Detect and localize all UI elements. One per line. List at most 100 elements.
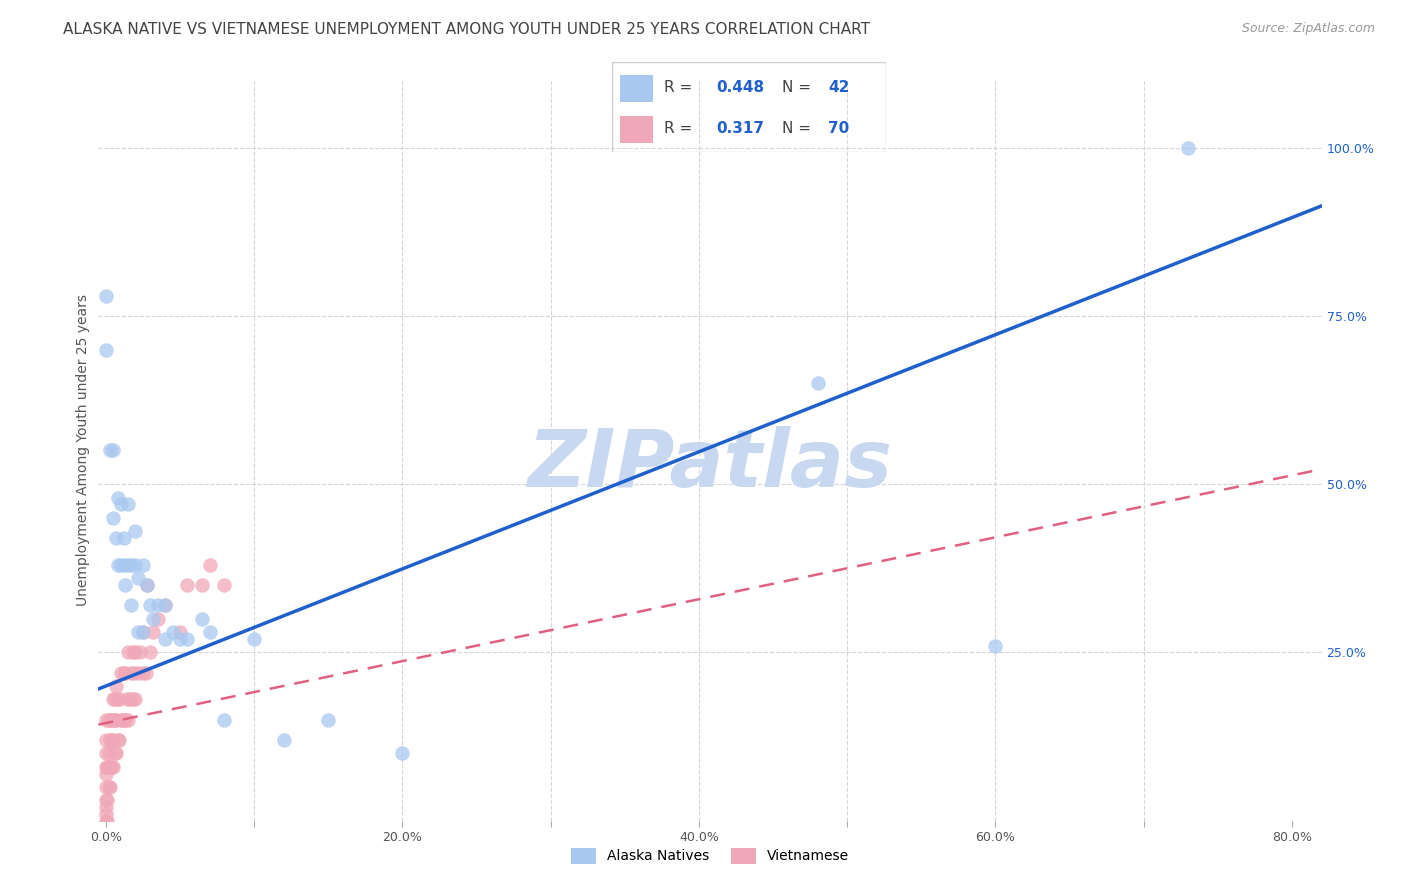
Point: [105, 531, 128, 545]
Point: [984, 639, 1007, 653]
Point: [127, 665, 149, 680]
Point: [103, 443, 125, 458]
Point: [107, 732, 129, 747]
Text: ZIPatlas: ZIPatlas: [527, 426, 893, 504]
Point: [97, 760, 120, 774]
Point: [96, 793, 118, 807]
Point: [117, 645, 139, 659]
Point: [98, 732, 121, 747]
Point: [94, 806, 117, 821]
Point: [104, 692, 127, 706]
Point: [146, 599, 169, 613]
Text: N =: N =: [782, 80, 815, 95]
Bar: [620, 75, 652, 102]
Point: [112, 665, 135, 680]
Point: [96, 814, 118, 828]
Point: [111, 713, 134, 727]
Point: [153, 632, 176, 646]
Point: [118, 692, 141, 706]
Point: [117, 713, 139, 727]
Point: [124, 524, 146, 539]
Point: [169, 632, 191, 646]
Point: [214, 578, 236, 592]
Point: [176, 632, 198, 646]
Point: [1177, 140, 1199, 154]
Point: [105, 713, 128, 727]
Point: [105, 679, 128, 693]
Point: [100, 760, 122, 774]
Point: [273, 732, 295, 747]
Point: [243, 632, 266, 646]
Point: [107, 692, 129, 706]
Point: [112, 531, 135, 545]
Point: [127, 571, 149, 585]
Point: [139, 645, 162, 659]
Point: [135, 665, 157, 680]
Point: [191, 612, 214, 626]
Point: [132, 625, 155, 640]
Text: 0.448: 0.448: [716, 80, 763, 95]
Point: [191, 578, 214, 592]
Point: [129, 645, 152, 659]
Point: [104, 713, 127, 727]
Point: [94, 814, 117, 828]
Point: [103, 692, 125, 706]
Point: [316, 713, 339, 727]
Point: [98, 760, 121, 774]
Point: [94, 713, 117, 727]
Point: [176, 578, 198, 592]
Point: [112, 558, 135, 572]
Point: [98, 443, 121, 458]
Point: [120, 599, 142, 613]
Point: [124, 558, 146, 572]
Point: [103, 732, 125, 747]
Point: [98, 713, 121, 727]
Point: [169, 625, 191, 640]
Text: 0.317: 0.317: [716, 121, 763, 136]
Legend: Alaska Natives, Vietnamese: Alaska Natives, Vietnamese: [565, 842, 855, 869]
Point: [142, 612, 165, 626]
Point: [94, 288, 117, 302]
Point: [120, 558, 142, 572]
Point: [94, 780, 117, 794]
Point: [94, 747, 117, 761]
Point: [153, 599, 176, 613]
Point: [391, 747, 413, 761]
Point: [132, 665, 155, 680]
Point: [104, 747, 127, 761]
Point: [114, 578, 136, 592]
Point: [97, 780, 120, 794]
Point: [121, 645, 143, 659]
Point: [96, 760, 118, 774]
Point: [122, 665, 145, 680]
Point: [117, 497, 139, 511]
Point: [94, 766, 117, 780]
Point: [94, 732, 117, 747]
Point: [114, 665, 136, 680]
Text: 70: 70: [828, 121, 849, 136]
Point: [110, 665, 132, 680]
Point: [108, 692, 131, 706]
Y-axis label: Unemployment Among Youth under 25 years: Unemployment Among Youth under 25 years: [76, 294, 90, 607]
Point: [97, 747, 120, 761]
Point: [94, 343, 117, 357]
Point: [132, 625, 155, 640]
Point: [100, 732, 122, 747]
Point: [110, 558, 132, 572]
Point: [806, 376, 828, 391]
Point: [97, 713, 120, 727]
Point: [214, 713, 236, 727]
Point: [139, 599, 162, 613]
Point: [142, 625, 165, 640]
Point: [115, 692, 138, 706]
Text: N =: N =: [782, 121, 815, 136]
Point: [94, 760, 117, 774]
Point: [198, 558, 221, 572]
Point: [153, 599, 176, 613]
Point: [107, 491, 129, 505]
Point: [124, 645, 146, 659]
Point: [103, 760, 125, 774]
Point: [198, 625, 221, 640]
Text: ALASKA NATIVE VS VIETNAMESE UNEMPLOYMENT AMONG YOUTH UNDER 25 YEARS CORRELATION : ALASKA NATIVE VS VIETNAMESE UNEMPLOYMENT…: [63, 22, 870, 37]
Point: [100, 713, 122, 727]
